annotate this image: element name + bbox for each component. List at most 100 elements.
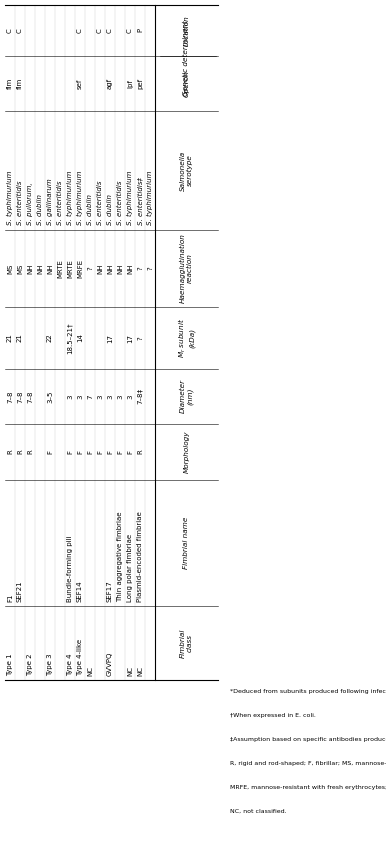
Text: S. typhimurium: S. typhimurium (147, 171, 153, 226)
Text: fim: fim (7, 77, 13, 89)
Text: R: R (27, 449, 33, 455)
Text: S. dublin: S. dublin (87, 195, 93, 226)
Text: S. dublin: S. dublin (107, 195, 113, 226)
Text: SEF14: SEF14 (77, 580, 83, 602)
Text: 3: 3 (127, 394, 133, 399)
Text: R: R (137, 449, 143, 455)
Text: agf: agf (107, 77, 113, 89)
Text: S. enteritidis: S. enteritidis (57, 181, 63, 226)
Text: Morphology: Morphology (183, 430, 190, 474)
Text: C: C (7, 28, 13, 33)
Text: F1: F1 (7, 593, 13, 602)
Text: NC: NC (127, 666, 133, 676)
Text: *Deduced from subunits produced following infection.: *Deduced from subunits produced followin… (230, 689, 386, 694)
Text: Haemagglutination
reaction: Haemagglutination reaction (180, 233, 193, 303)
Text: Fimbrial
class: Fimbrial class (180, 629, 193, 658)
Text: MRTE: MRTE (67, 259, 73, 278)
Text: NH: NH (37, 263, 43, 274)
Text: fim: fim (17, 77, 23, 89)
Text: 7–8: 7–8 (7, 390, 13, 403)
Text: Fimbrial name: Fimbrial name (183, 517, 190, 569)
Text: 7–8: 7–8 (17, 390, 23, 403)
Text: 17: 17 (107, 333, 113, 343)
Text: 3: 3 (67, 394, 73, 399)
Text: 21: 21 (17, 333, 23, 343)
Text: GVVPQ: GVVPQ (107, 651, 113, 676)
Text: C: C (127, 28, 133, 33)
Text: Type 3: Type 3 (47, 653, 53, 676)
Text: lpf: lpf (127, 79, 133, 88)
Text: pef: pef (137, 77, 143, 89)
Text: 3: 3 (77, 394, 83, 399)
Text: F: F (97, 450, 103, 454)
Text: S. typhimurium: S. typhimurium (67, 171, 73, 226)
Text: 21: 21 (7, 333, 13, 343)
Text: Bundle-forming pili: Bundle-forming pili (67, 536, 73, 602)
Text: NH: NH (97, 263, 103, 274)
Text: MRFE, mannose-resistant with fresh erythrocytes; NH, no haemagglutination; C, ch: MRFE, mannose-resistant with fresh eryth… (230, 785, 386, 790)
Text: 7: 7 (87, 394, 93, 399)
Text: Plasmid-encoded fimbriae: Plasmid-encoded fimbriae (137, 511, 143, 602)
Text: S. enteritidis: S. enteritidis (17, 181, 23, 226)
Text: NC: NC (87, 666, 93, 676)
Text: 22: 22 (47, 333, 53, 343)
Text: ‡Assumption based on specific antibodies produced following infection.: ‡Assumption based on specific antibodies… (230, 737, 386, 742)
Text: C: C (17, 28, 23, 33)
Text: SEF21: SEF21 (17, 580, 23, 602)
Text: MRFE: MRFE (77, 259, 83, 278)
Text: 7–8‡: 7–8‡ (137, 388, 143, 405)
Text: F: F (47, 450, 53, 454)
Text: 3: 3 (97, 394, 103, 399)
Text: MS: MS (17, 263, 23, 274)
Text: MRTE: MRTE (57, 259, 63, 278)
Text: Diameter
(nm): Diameter (nm) (180, 380, 193, 413)
Text: Type 4: Type 4 (67, 653, 73, 676)
Text: 7–8: 7–8 (27, 390, 33, 403)
Text: F: F (117, 450, 123, 454)
Text: NH: NH (117, 263, 123, 274)
Text: Thin aggregative fimbriae: Thin aggregative fimbriae (117, 511, 123, 602)
Text: MS: MS (7, 263, 13, 274)
Text: F: F (77, 450, 83, 454)
Text: 3: 3 (117, 394, 123, 399)
Text: ?: ? (87, 267, 93, 270)
Text: Long polar fimbriae: Long polar fimbriae (127, 534, 133, 602)
Text: SEF17: SEF17 (107, 580, 113, 602)
Text: R, rigid and rod-shaped; F, fibrillar; MS, mannose-sensitive; MRTE, mannose-resi: R, rigid and rod-shaped; F, fibrillar; M… (230, 761, 386, 766)
Text: NC, not classified.: NC, not classified. (230, 809, 287, 815)
Text: S. typhimurium: S. typhimurium (127, 171, 133, 226)
Text: P: P (137, 28, 143, 33)
Text: 3: 3 (107, 394, 113, 399)
Text: S. pullorum,: S. pullorum, (27, 183, 33, 226)
Text: Operon: Operon (183, 70, 190, 97)
Text: †When expressed in E. coli.: †When expressed in E. coli. (230, 713, 316, 718)
Text: 14: 14 (77, 333, 83, 343)
Text: Type 4-like: Type 4-like (77, 639, 83, 676)
Text: R: R (7, 449, 13, 455)
Text: S. dublin: S. dublin (37, 195, 43, 226)
Text: S. enteritidis: S. enteritidis (97, 181, 103, 226)
Text: R: R (17, 449, 23, 455)
Text: C: C (97, 28, 103, 33)
Text: sef: sef (77, 78, 83, 89)
Text: F: F (127, 450, 133, 454)
Text: NH: NH (47, 263, 53, 274)
Text: 3–5: 3–5 (47, 390, 53, 403)
Text: NH: NH (107, 263, 113, 274)
Text: S. gallinarum: S. gallinarum (47, 179, 53, 226)
Text: F: F (87, 450, 93, 454)
Text: F: F (107, 450, 113, 454)
Text: Type 1: Type 1 (7, 653, 13, 676)
Text: S. enteritidis: S. enteritidis (117, 181, 123, 226)
Text: ?: ? (137, 267, 143, 270)
Text: Genetic determinant: Genetic determinant (183, 21, 190, 96)
Text: ?: ? (147, 267, 153, 270)
Text: C: C (77, 28, 83, 33)
Text: Salmonella
serotype: Salmonella serotype (180, 151, 193, 190)
Text: 18.5–21†: 18.5–21† (67, 322, 73, 354)
Text: Location: Location (183, 15, 190, 46)
Text: NC: NC (137, 666, 143, 676)
Text: S. typhimurium: S. typhimurium (77, 171, 83, 226)
Text: 17: 17 (127, 333, 133, 343)
Text: Type 2: Type 2 (27, 653, 33, 676)
